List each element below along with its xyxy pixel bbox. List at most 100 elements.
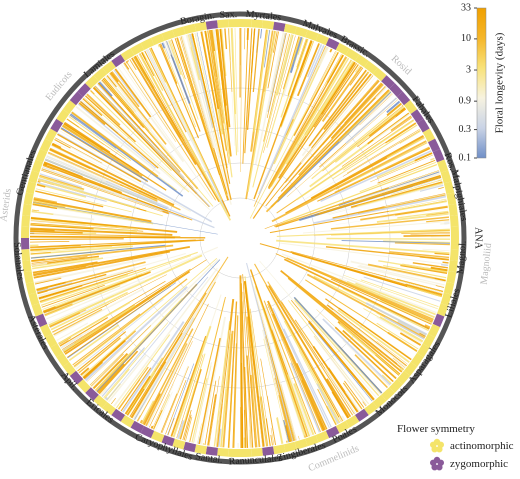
branch <box>298 436 299 440</box>
ring-segment <box>327 42 337 47</box>
branch <box>158 45 159 48</box>
ring-segment <box>262 450 273 451</box>
clade-label: Magnol. <box>455 240 469 274</box>
branch <box>305 436 306 438</box>
branch <box>245 276 267 446</box>
clade-label: Asterids <box>0 188 14 223</box>
branch <box>326 239 450 240</box>
ring-segment <box>432 325 437 335</box>
branch <box>430 158 434 160</box>
branch <box>423 249 450 251</box>
ring-segment <box>251 23 262 24</box>
ring-segment <box>25 249 26 260</box>
ring-segment <box>317 434 327 438</box>
ring-segment <box>384 78 392 86</box>
ring-segment <box>30 182 33 193</box>
branch <box>30 239 124 240</box>
ring-segment <box>174 30 185 33</box>
clade-label: Ranunculales <box>228 453 283 468</box>
colorbar-tick-label: 0.1 <box>459 152 472 163</box>
ring-segment <box>206 450 217 451</box>
branch <box>229 385 232 448</box>
ring-segment <box>60 112 66 121</box>
ring-segment <box>133 424 143 429</box>
ring-segment <box>436 151 440 161</box>
colorbar-gradient <box>477 8 486 158</box>
ring-segment <box>80 382 88 390</box>
ring-segment <box>357 412 366 418</box>
ring-segment <box>436 315 440 325</box>
ring-segment <box>444 172 447 183</box>
ring-segment <box>163 34 174 38</box>
ring-segment <box>73 94 80 103</box>
branch <box>441 265 448 266</box>
ring-segment <box>432 140 437 150</box>
legend-swatch <box>430 442 436 448</box>
ring-segment <box>195 26 206 28</box>
branch <box>440 223 449 224</box>
clade-label: Sax. <box>219 9 237 21</box>
branch <box>30 237 175 238</box>
ring-segment <box>454 249 455 260</box>
branch <box>30 231 83 233</box>
ring-segment <box>441 161 445 172</box>
ring-segment <box>375 71 384 78</box>
legend-label: actinomorphic <box>450 440 514 452</box>
branch <box>438 180 442 181</box>
ring-segment <box>54 121 60 131</box>
ring-segment <box>296 30 307 33</box>
ring-segment <box>30 283 33 294</box>
ring-segment <box>218 23 229 24</box>
ring-segment <box>454 216 455 227</box>
colorbar-tick-label: 33 <box>461 2 471 13</box>
ring-segment <box>28 272 30 283</box>
ring-segment <box>36 161 40 172</box>
ring-segment <box>184 446 195 449</box>
ring-segment <box>450 193 452 204</box>
ring-segment <box>285 28 296 31</box>
ring-segment <box>28 193 30 204</box>
ring-segment <box>426 131 431 141</box>
ring-segment <box>392 86 400 94</box>
colorbar-tick-label: 0.9 <box>459 95 472 106</box>
ring-segment <box>274 448 285 450</box>
branch <box>138 282 216 421</box>
ring-segment <box>142 42 152 47</box>
ring-segment <box>54 346 60 356</box>
branch <box>438 187 444 188</box>
branch <box>128 61 129 62</box>
branch <box>106 397 108 399</box>
ring-segment <box>60 355 66 364</box>
ring-segment <box>448 182 451 193</box>
branch <box>225 29 226 50</box>
ring-segment <box>262 24 273 25</box>
ring-segment <box>26 204 27 215</box>
ring-segment <box>450 272 452 283</box>
ring-segment <box>32 294 35 305</box>
ring-segment <box>80 86 88 94</box>
ring-segment <box>306 34 317 38</box>
legend-swatch <box>430 460 436 466</box>
ring-segment <box>32 172 35 183</box>
branch <box>403 235 449 236</box>
ring-segment <box>39 151 43 161</box>
branch <box>335 360 369 404</box>
ring-segment <box>133 46 143 51</box>
ring-segment <box>44 140 49 150</box>
ring-segment <box>400 94 407 103</box>
ring-segment <box>123 52 133 58</box>
ring-segment <box>251 452 262 453</box>
ring-segment <box>26 260 27 271</box>
ring-segment <box>218 452 229 453</box>
ring-segment <box>184 28 195 31</box>
branch <box>249 430 250 448</box>
ring-segment <box>317 37 327 41</box>
legend-title: Flower symmetry <box>397 423 475 435</box>
phylogeny <box>30 28 450 448</box>
ring-segment <box>123 418 133 424</box>
branch <box>291 37 302 72</box>
clade-label: Eudicots <box>44 69 75 103</box>
branch <box>261 29 262 38</box>
